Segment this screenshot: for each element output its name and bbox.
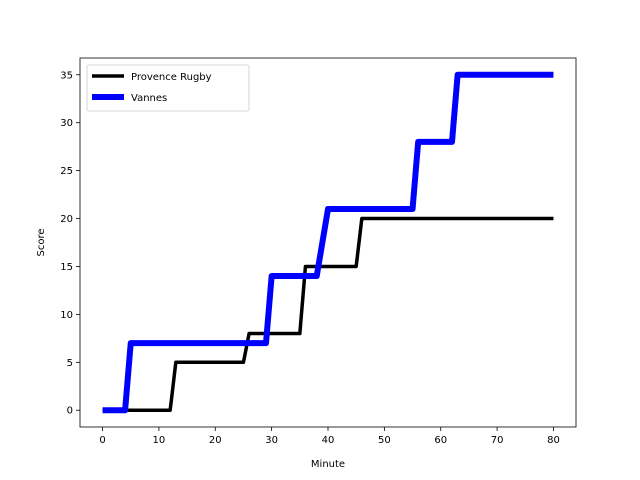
x-tick-label: 50 <box>378 435 391 446</box>
plot-frame <box>79 57 577 428</box>
x-tick-label: 40 <box>322 435 335 446</box>
y-tick-label: 25 <box>60 166 73 177</box>
series-line-vannes <box>102 71 554 414</box>
x-tick-label: 70 <box>491 435 504 446</box>
y-tick-label: 5 <box>67 358 73 369</box>
x-tick-label: 60 <box>434 435 447 446</box>
series-line-provence-rugby <box>102 216 554 412</box>
y-tick-label: 30 <box>60 118 73 129</box>
legend: Provence Rugby Vannes <box>86 64 250 112</box>
y-tick-label: 15 <box>60 262 73 273</box>
y-axis-label: Score <box>36 228 47 256</box>
y-tick-label: 20 <box>60 214 73 225</box>
legend-label-vannes: Vannes <box>131 93 167 104</box>
series-layer <box>102 71 554 414</box>
y-tick-label: 10 <box>60 310 73 321</box>
y-axis-ticks: 0 5 10 15 20 25 30 35 <box>60 70 80 417</box>
legend-label-provence-rugby: Provence Rugby <box>131 72 212 83</box>
x-axis-ticks: 0 10 20 30 40 50 60 70 80 <box>99 427 560 446</box>
legend-frame <box>86 64 250 112</box>
x-tick-label: 10 <box>153 435 166 446</box>
y-tick-label: 35 <box>60 70 73 81</box>
x-tick-label: 20 <box>209 435 222 446</box>
y-tick-label: 0 <box>67 406 73 417</box>
x-axis-label: Minute <box>311 459 345 470</box>
x-tick-label: 30 <box>265 435 278 446</box>
x-tick-label: 80 <box>547 435 560 446</box>
x-tick-label: 0 <box>99 435 105 446</box>
